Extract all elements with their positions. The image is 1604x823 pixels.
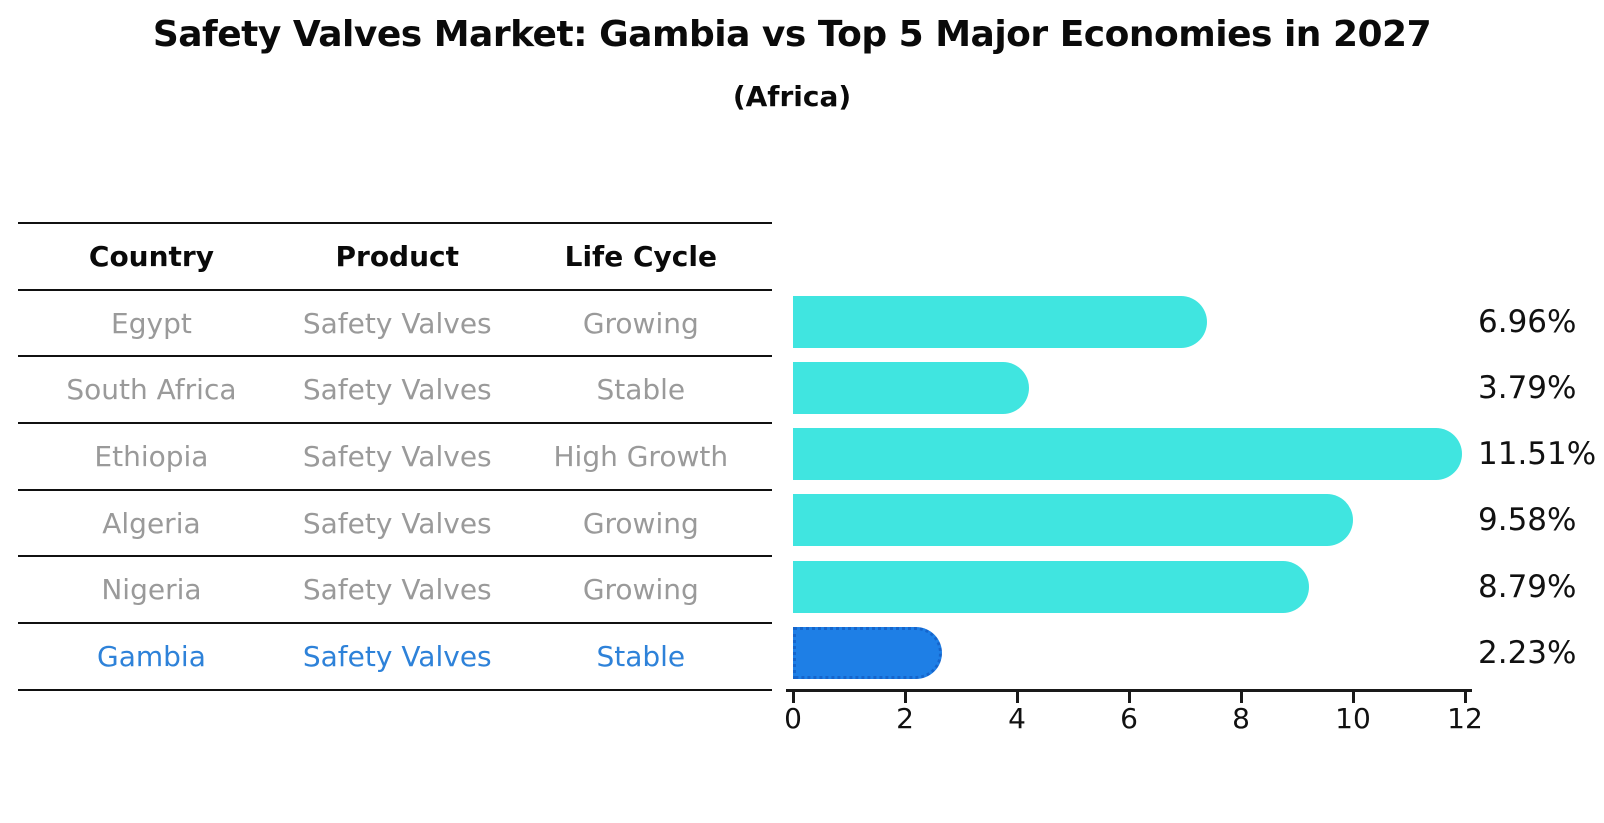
value-label-egypt: 6.96%	[1478, 304, 1577, 340]
column-header-country: Country	[88, 239, 214, 273]
country-cell: Nigeria	[101, 573, 202, 607]
life-cycle-cell: Growing	[582, 506, 699, 540]
bar-ethiopia	[793, 428, 1462, 480]
product-cell: Safety Valves	[302, 506, 492, 540]
country-cell: Ethiopia	[94, 439, 209, 473]
x-axis-tick-label: 4	[1008, 702, 1026, 735]
x-axis-line	[786, 689, 1472, 692]
bar-egypt	[793, 296, 1207, 348]
value-label-algeria: 9.58%	[1478, 502, 1577, 538]
x-axis-tick-label: 6	[1120, 702, 1138, 735]
product-cell: Safety Valves	[302, 639, 492, 673]
x-axis-tick	[1464, 692, 1467, 703]
x-axis-tick-label: 10	[1335, 702, 1371, 735]
table-row-south-africa: South Africa Safety Valves Stable	[18, 357, 772, 425]
value-label-gambia: 2.23%	[1478, 635, 1577, 671]
column-header-life-cycle: Life Cycle	[564, 239, 717, 273]
bar-gambia-highlighted	[793, 627, 942, 679]
product-cell: Safety Valves	[302, 373, 492, 407]
life-cycle-cell: Stable	[596, 639, 686, 673]
value-label-ethiopia: 11.51%	[1478, 436, 1597, 472]
table-row-egypt: Egypt Safety Valves Growing	[18, 291, 772, 358]
life-cycle-cell: Growing	[582, 306, 699, 340]
table-row-ethiopia: Ethiopia Safety Valves High Growth	[18, 424, 772, 491]
chart-subtitle: (Africa)	[732, 80, 852, 113]
x-axis-tick	[1016, 692, 1019, 703]
table-row-gambia-highlighted: Gambia Safety Valves Stable	[18, 624, 772, 691]
country-cell: Egypt	[111, 306, 192, 340]
country-cell: Gambia	[97, 639, 206, 673]
product-cell: Safety Valves	[302, 306, 492, 340]
x-axis-tick-label: 2	[896, 702, 914, 735]
x-axis-tick-label: 12	[1447, 702, 1483, 735]
life-cycle-cell: Stable	[596, 373, 686, 407]
bar-nigeria	[793, 561, 1309, 613]
country-cell: South Africa	[66, 373, 237, 407]
country-cell: Algeria	[102, 506, 201, 540]
bar-south-africa	[793, 362, 1029, 414]
product-cell: Safety Valves	[302, 439, 492, 473]
chart-title: Safety Valves Market: Gambia vs Top 5 Ma…	[152, 14, 1432, 55]
info-table: Country Product Life Cycle Egypt Safety …	[18, 222, 772, 691]
value-label-nigeria: 8.79%	[1478, 569, 1577, 605]
column-header-product: Product	[335, 239, 460, 273]
table-row-algeria: Algeria Safety Valves Growing	[18, 491, 772, 558]
life-cycle-cell: Growing	[582, 573, 699, 607]
x-axis-tick-label: 0	[784, 702, 802, 735]
bar-algeria	[793, 494, 1353, 546]
x-axis-tick	[792, 692, 795, 703]
product-cell: Safety Valves	[302, 573, 492, 607]
x-axis-tick-label: 8	[1232, 702, 1250, 735]
life-cycle-cell: High Growth	[553, 439, 729, 473]
table-row-nigeria: Nigeria Safety Valves Growing	[18, 557, 772, 625]
value-label-south-africa: 3.79%	[1478, 370, 1577, 406]
x-axis-tick	[1240, 692, 1243, 703]
x-axis-tick	[904, 692, 907, 703]
x-axis-tick	[1128, 692, 1131, 703]
x-axis-tick	[1352, 692, 1355, 703]
table-header-row: Country Product Life Cycle	[18, 224, 772, 291]
